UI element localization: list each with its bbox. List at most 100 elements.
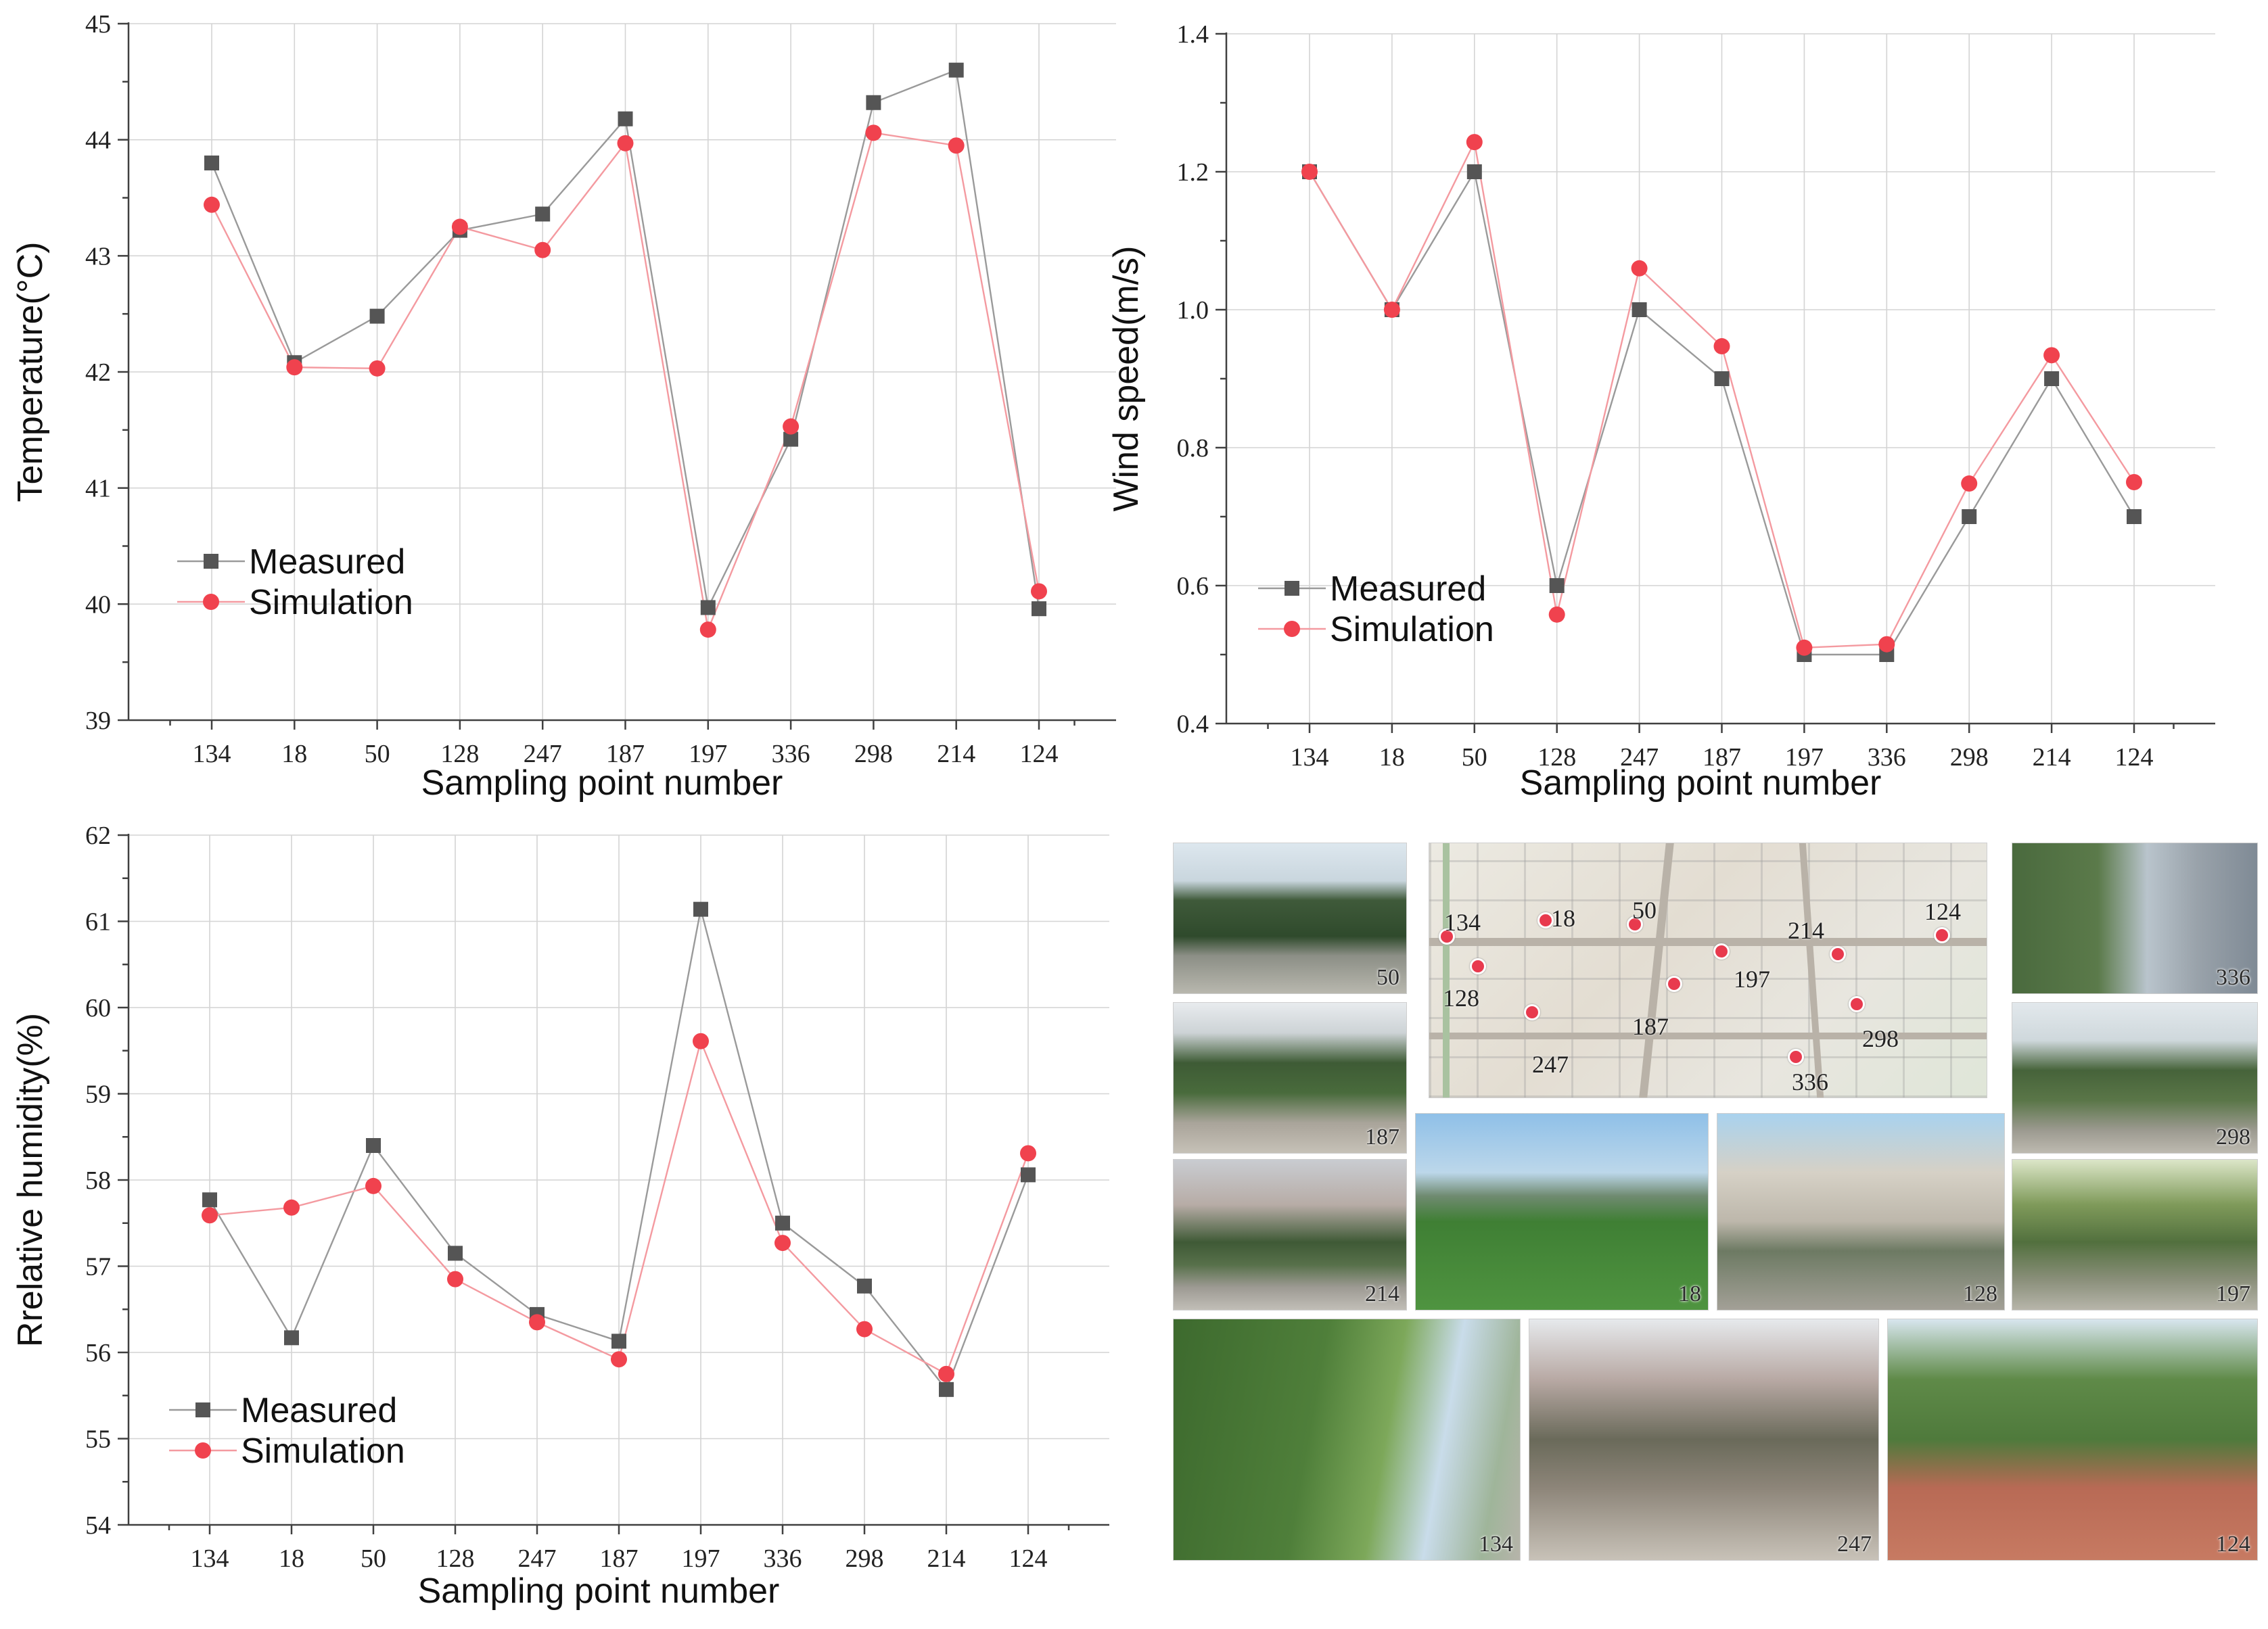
wind-point-simulation bbox=[1713, 338, 1730, 355]
wind-speed-chart: 0.4 0.6 0.8 1.0 1.2 1.4 134 18 50 128 247 187 197 336… bbox=[1107, 20, 2215, 803]
photo-tile: 298 bbox=[2012, 1002, 2258, 1154]
temperature-point-measured bbox=[618, 111, 633, 126]
wind-point-simulation bbox=[1383, 302, 1400, 318]
temperature-point-measured bbox=[1032, 601, 1046, 617]
humidity-legend-label: Measured bbox=[241, 1391, 397, 1430]
humidity-xtick-label: 336 bbox=[764, 1544, 802, 1573]
photo-label: 197 bbox=[2216, 1281, 2250, 1306]
wind-xtick-label: 298 bbox=[1950, 743, 1989, 772]
humidity-legend-label: Simulation bbox=[241, 1432, 405, 1471]
humidity-xtick-label: 298 bbox=[846, 1544, 884, 1573]
temperature-x-axis-label: Sampling point number bbox=[421, 763, 783, 803]
wind-y-axis-label: Wind speed(m/s) bbox=[1107, 246, 1146, 512]
humidity-xtick-label: 128 bbox=[436, 1544, 475, 1573]
map-point-marker bbox=[1439, 928, 1455, 945]
wind-legend-label: Measured bbox=[1330, 569, 1486, 609]
map-point-marker bbox=[1537, 912, 1554, 928]
temperature-xtick-label: 128 bbox=[440, 740, 479, 768]
wind-xtick-label: 247 bbox=[1620, 743, 1659, 772]
map-point-marker bbox=[1627, 916, 1643, 932]
humidity-ytick-label: 58 bbox=[85, 1166, 111, 1195]
wind-point-measured bbox=[1714, 371, 1730, 386]
wind-point-simulation bbox=[1878, 636, 1895, 653]
temperature-point-simulation bbox=[617, 135, 634, 151]
map-point-marker bbox=[1830, 946, 1846, 962]
humidity-ytick-label: 57 bbox=[85, 1253, 111, 1281]
wind-ytick-label: 1.2 bbox=[1177, 158, 1209, 187]
humidity-point-simulation bbox=[1020, 1145, 1036, 1162]
wind-xtick-label: 187 bbox=[1703, 743, 1741, 772]
map-point-marker bbox=[1788, 1049, 1804, 1065]
temperature-point-simulation bbox=[783, 418, 800, 435]
wind-point-measured bbox=[1466, 164, 1482, 179]
photo-tile: 50 bbox=[1173, 843, 1407, 994]
site-photo-panel: 134 18 50 214 124 197 128 187 298 247 336 50 336 1… bbox=[1173, 843, 2262, 1561]
map-point-marker bbox=[1470, 958, 1486, 974]
temperature-xtick-label: 247 bbox=[524, 740, 562, 768]
humidity-legend-marker-simulation bbox=[195, 1442, 211, 1459]
temperature-point-simulation bbox=[534, 241, 551, 258]
site-map: 134 18 50 214 124 197 128 187 298 247 336 bbox=[1429, 843, 1987, 1098]
map-point-label: 124 bbox=[1924, 898, 1961, 925]
temperature-xtick-label: 197 bbox=[689, 740, 727, 768]
temperature-point-simulation bbox=[369, 360, 386, 377]
map-point-label: 247 bbox=[1532, 1051, 1569, 1078]
temperature-legend-marker-simulation bbox=[203, 594, 219, 610]
temperature-xtick-label: 18 bbox=[281, 740, 307, 768]
map-point-marker bbox=[1713, 943, 1730, 960]
temperature-legend-label: Measured bbox=[249, 542, 405, 582]
wind-xtick-label: 124 bbox=[2115, 743, 2154, 772]
humidity-point-simulation bbox=[365, 1177, 381, 1194]
photo-tile: 336 bbox=[2012, 843, 2258, 994]
humidity-point-simulation bbox=[938, 1365, 954, 1382]
humidity-xtick-label: 124 bbox=[1009, 1544, 1048, 1573]
wind-xtick-label: 214 bbox=[2033, 743, 2071, 772]
photo-tile: 187 bbox=[1173, 1002, 1407, 1154]
temperature-point-simulation bbox=[948, 137, 965, 154]
photo-label: 336 bbox=[2216, 965, 2250, 990]
photo-label: 134 bbox=[1479, 1532, 1513, 1557]
humidity-point-simulation bbox=[856, 1321, 873, 1338]
wind-point-measured bbox=[1549, 578, 1565, 593]
photo-tile: 124 bbox=[1887, 1319, 2258, 1561]
photo-label: 187 bbox=[1365, 1125, 1399, 1150]
temperature-ytick-label: 44 bbox=[85, 126, 111, 155]
map-point-label: 187 bbox=[1632, 1013, 1669, 1040]
humidity-point-measured bbox=[857, 1278, 872, 1294]
wind-legend-marker-measured bbox=[1285, 581, 1299, 596]
humidity-point-measured bbox=[448, 1246, 463, 1261]
humidity-point-simulation bbox=[529, 1314, 545, 1331]
temperature-xtick-label: 187 bbox=[606, 740, 645, 768]
wind-point-measured bbox=[1962, 509, 1977, 524]
map-point-label: 197 bbox=[1734, 966, 1770, 993]
humidity-xtick-label: 187 bbox=[600, 1544, 639, 1573]
temperature-ytick-label: 43 bbox=[85, 242, 111, 270]
map-point-label: 336 bbox=[1792, 1068, 1828, 1095]
map-point-marker bbox=[1666, 976, 1682, 992]
humidity-ytick-label: 54 bbox=[85, 1511, 111, 1540]
wind-legend-marker-simulation bbox=[1284, 621, 1300, 637]
humidity-xtick-label: 197 bbox=[682, 1544, 720, 1573]
temperature-point-measured bbox=[783, 431, 799, 447]
wind-point-simulation bbox=[1466, 134, 1483, 151]
map-point-label: 298 bbox=[1862, 1025, 1899, 1052]
wind-point-simulation bbox=[1548, 606, 1565, 623]
humidity-xtick-label: 214 bbox=[927, 1544, 966, 1573]
map-point-label: 50 bbox=[1632, 897, 1657, 924]
humidity-point-simulation bbox=[693, 1033, 709, 1049]
temperature-ytick-label: 39 bbox=[85, 707, 111, 735]
photo-tile: 197 bbox=[2012, 1159, 2258, 1311]
temperature-point-measured bbox=[535, 206, 551, 222]
wind-point-measured bbox=[2127, 509, 2142, 524]
temperature-xtick-label: 336 bbox=[772, 740, 810, 768]
map-point-label: 214 bbox=[1788, 917, 1824, 944]
temperature-ytick-label: 45 bbox=[85, 10, 111, 39]
map-point-label: 134 bbox=[1444, 909, 1481, 936]
photo-tile: 214 bbox=[1173, 1159, 1407, 1311]
humidity-chart: 54 55 56 57 58 59 60 61 62 134 18 50 128 247 187 197 336… bbox=[11, 822, 1109, 1611]
photo-tile: 247 bbox=[1529, 1319, 1879, 1561]
wind-point-measured bbox=[2044, 371, 2060, 386]
temperature-point-measured bbox=[204, 156, 219, 170]
temperature-point-simulation bbox=[204, 196, 220, 213]
wind-ytick-label: 1.0 bbox=[1177, 296, 1209, 325]
